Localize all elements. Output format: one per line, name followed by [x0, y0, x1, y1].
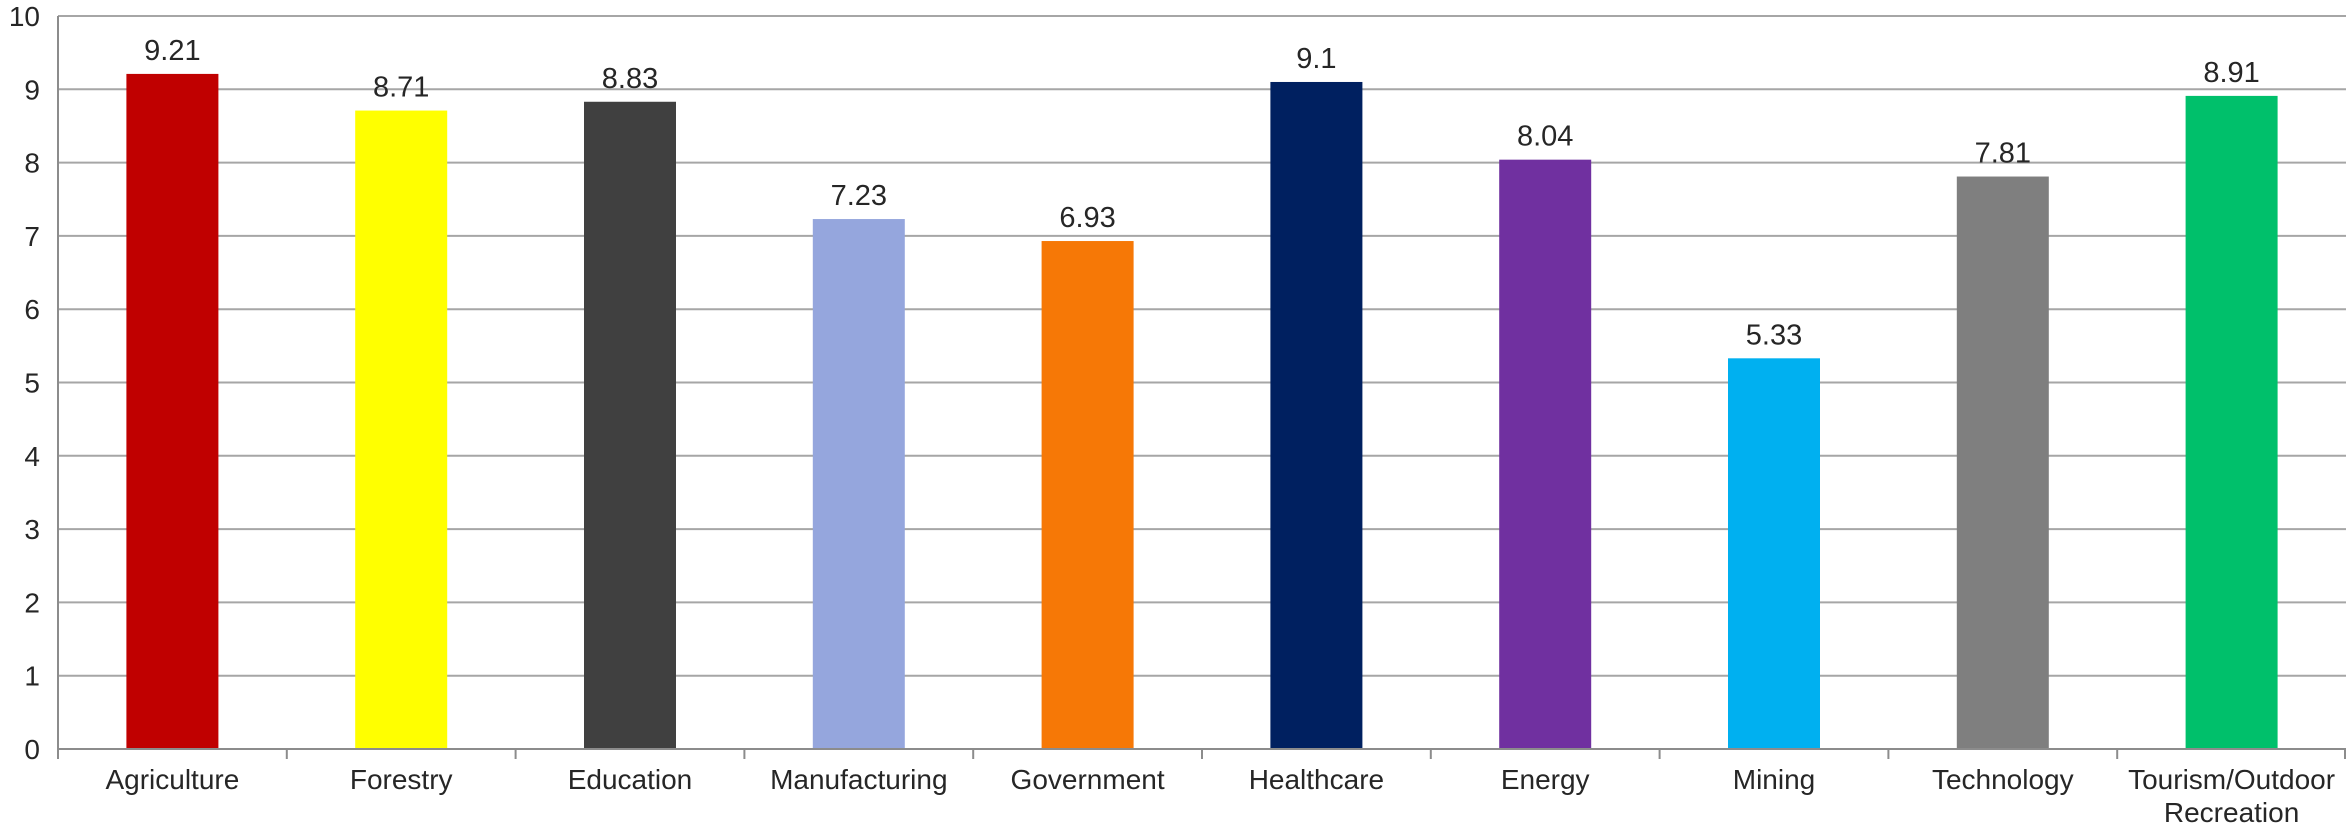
- bar-6: [1499, 159, 1592, 750]
- data-label-1: 8.71: [373, 72, 429, 104]
- x-tick-label: Energy: [1501, 764, 1590, 795]
- data-label-7: 5.33: [1746, 319, 1802, 351]
- y-tick-label: 10: [9, 1, 40, 32]
- x-tick-label: Technology: [1932, 764, 2074, 795]
- bar-8: [1956, 176, 2049, 750]
- x-tick-label: Education: [568, 764, 693, 795]
- labels: 0 1 2 3 4 5 6 7 8 9 10 9.21 8.71 8.83 7.23 6.93 9.1 8.04 5…: [9, 1, 2335, 828]
- bar-0: [126, 73, 219, 750]
- data-label-5: 9.1: [1296, 43, 1336, 75]
- data-label-6: 8.04: [1517, 121, 1573, 153]
- x-tick-label: Healthcare: [1249, 764, 1384, 795]
- bar-5: [1270, 81, 1363, 750]
- y-tick-label: 6: [24, 294, 40, 325]
- data-label-0: 9.21: [144, 35, 200, 67]
- data-label-8: 7.81: [1975, 138, 2031, 170]
- y-tick-label: 3: [24, 514, 40, 545]
- y-tick-label: 9: [24, 74, 40, 105]
- x-tick-label: Manufacturing: [770, 764, 947, 795]
- x-tick-label: Forestry: [350, 764, 453, 795]
- y-tick-label: 4: [24, 441, 40, 472]
- x-tick-label: Tourism/Outdoor Recreation: [2128, 764, 2335, 828]
- x-tick-label-line: Forestry: [350, 764, 453, 795]
- bar-9: [2185, 95, 2278, 750]
- bar-1: [355, 110, 448, 749]
- x-tick-label-line: Manufacturing: [770, 764, 947, 795]
- x-tick-label-line: Healthcare: [1249, 764, 1384, 795]
- x-tick-label-line: Mining: [1733, 764, 1815, 795]
- x-tick-label-line: Energy: [1501, 764, 1590, 795]
- data-label-4: 6.93: [1059, 202, 1115, 234]
- y-tick-label: 2: [24, 587, 40, 618]
- data-label-2: 8.83: [602, 63, 658, 95]
- y-tick-label: 7: [24, 221, 40, 252]
- x-tick-label: Mining: [1733, 764, 1815, 795]
- y-tick-label: 1: [24, 661, 40, 692]
- x-tick-label: Agriculture: [105, 764, 239, 795]
- axes: [57, 16, 2346, 759]
- x-tick-label-line: Education: [568, 764, 693, 795]
- y-tick-label: 8: [24, 148, 40, 179]
- x-tick-label-line: Recreation: [2164, 797, 2299, 828]
- x-tick-label-line: Technology: [1932, 764, 2074, 795]
- bar-2: [584, 101, 676, 750]
- data-label-3: 7.23: [831, 180, 887, 212]
- bars: [126, 73, 2278, 750]
- x-tick-label-line: Tourism/Outdoor: [2128, 764, 2335, 795]
- data-label-9: 8.91: [2203, 57, 2259, 89]
- x-tick-label-line: Agriculture: [105, 764, 239, 795]
- y-tick-label: 0: [24, 734, 40, 765]
- bar-3: [812, 219, 905, 749]
- y-tick-label: 5: [24, 368, 40, 399]
- bar-4: [1041, 241, 1134, 749]
- bar-7: [1728, 358, 1820, 749]
- x-tick-label: Government: [1011, 764, 1165, 795]
- x-tick-label-line: Government: [1011, 764, 1165, 795]
